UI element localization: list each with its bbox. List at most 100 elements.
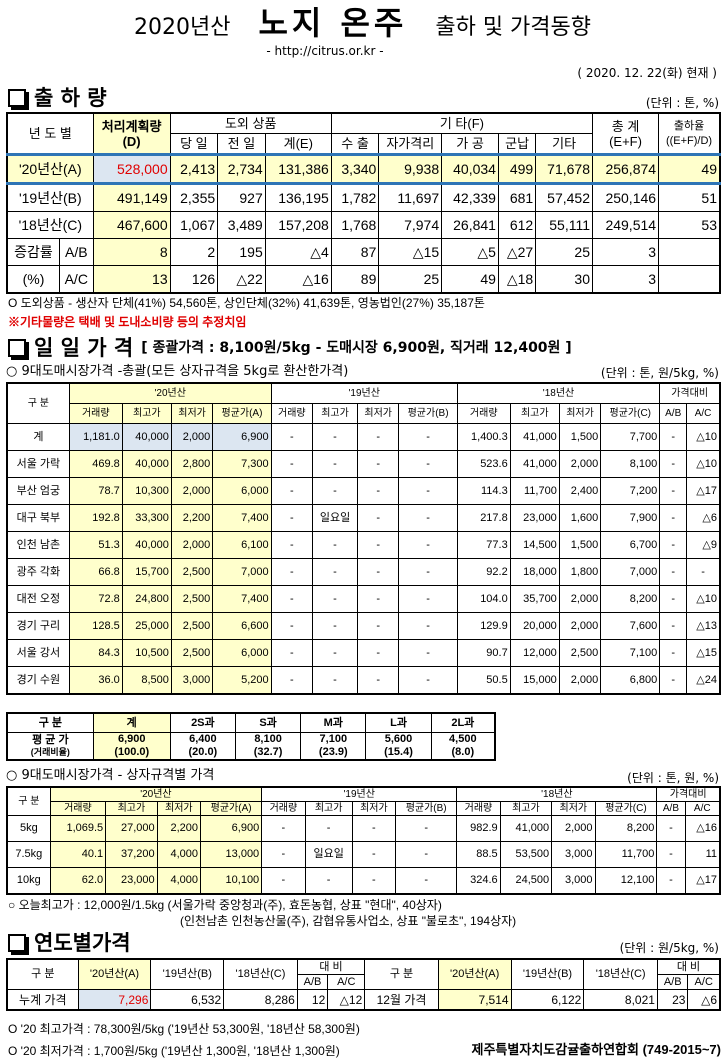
table-cell: 2,000 [558,666,602,695]
table-cell: 24,500 [499,867,553,895]
table-cell: 11,700 [594,841,658,868]
table-cell: 누계 가격 [6,989,79,1011]
table-cell: 41,000 [499,815,553,842]
table-cell: - [659,666,688,695]
table-cell: 당 일 [169,133,219,155]
table-cell: 최고가 [304,801,353,816]
table-cell: A/C [58,265,94,294]
table-cell: △15 [378,238,443,266]
table-cell: - [312,423,358,451]
table-cell: 8,021 [583,989,658,1011]
table-cell: 53 [658,211,721,239]
table-cell: 구 분 [6,712,94,733]
table-row: 10kg 62.0 23,000 4,000 10,100- - - -324.6 24,500… [6,867,721,895]
table-cell: - [261,841,306,868]
table-cell: 66.8 [68,558,123,586]
table-cell: 최저가 [551,801,596,816]
table-cell: 거래량 [270,403,314,424]
table-row: 서울 가락 469.8 40,000 2,800 7,300- - - -523.6 41,00… [6,450,721,478]
table-cell: 최저가 [170,403,214,424]
avg-price: 8,100 [254,733,282,745]
shipment-unit: (단위 : 톤, %) [645,96,719,110]
table-cell: 2,000 [170,423,214,451]
daily-unit: (단위 : 톤, 원/5kg, %) [600,366,719,380]
table-cell: - [398,612,458,640]
table-cell: - [398,423,458,451]
table-cell: 324.6 [456,867,501,895]
table-cell: △24 [686,666,721,695]
table-cell: 거래량 [68,403,123,424]
table-cell: 8 [92,238,171,266]
table-cell: 6,900 (100.0) [92,732,171,761]
table-cell: 6,400 (20.0) [169,732,236,761]
table-cell: 27,000 [105,815,158,842]
table-cell: - [356,450,400,478]
table-cell: - [356,666,400,695]
table-cell: '20년산 [68,382,272,404]
table-cell: 2L과 [430,712,496,733]
table-cell: 499 [497,154,537,184]
table-cell: - [270,423,314,451]
table-cell: 3,000 [170,666,214,695]
table-cell: 7,600 [600,612,661,640]
organization-name: 제주특별자치도감귤출하연합회 (749-2015~7) [471,1042,721,1057]
table-cell: 수 출 [330,133,380,155]
table-cell: 136,195 [264,183,332,212]
table-cell: 40.1 [49,841,107,868]
table-cell: 최고가 [509,403,560,424]
header-cell: 년 도 별 [6,112,94,155]
table-cell: 49 [658,154,721,184]
table-cell: - [395,867,458,895]
table-cell: - [351,841,397,868]
table-cell: 15,700 [121,558,172,586]
table-cell: - [270,666,314,695]
table-cell: 6,800 [600,666,661,695]
table-cell: △10 [686,450,721,478]
table-cell: 53,500 [499,841,553,868]
table-cell: 114.3 [456,477,511,505]
table-cell: 8,200 [600,585,661,613]
table-cell: 104.0 [456,585,511,613]
table-row: '19년산(B) 491,149 2,355 927 136,195 1,782 11,69… [6,183,721,212]
table-row: '20년산(A) 528,000 2,413 2,734 131,386 3,340 9,9… [6,154,721,184]
table-cell: 6,000 [212,639,272,667]
table-cell: 평균가(B) [395,801,458,816]
table-cell: 12 [296,989,329,1011]
table-cell: 681 [497,183,537,212]
table-cell: 가격대비 [656,786,721,802]
table-cell: - [659,450,688,478]
table-cell: - [398,639,458,667]
section-shipment-title: 출 하 량 [8,86,107,110]
table-row: 거래량 최고가 최저가 평균가(A) 거래량 최고가 최저가 평균가(B) 거래량 최고가 최저가 평… [7,403,721,424]
table-cell: 거래량 [456,403,511,424]
table-cell: - [270,558,314,586]
table-cell: - [398,666,458,695]
table-cell: 3,000 [551,841,596,868]
section-label: 연도별가격 [34,931,131,955]
table-row: 구 분 '20년산 '19년산 '18년산 가격대비 [6,382,721,424]
table-cell: 가 공 [441,133,499,155]
table-cell: 469.8 [68,450,123,478]
site-url: - http://citrus.or.kr - [266,44,384,58]
avg-price: 6,400 [189,733,217,745]
table-cell: - [351,867,397,895]
table-cell [658,238,721,266]
table-cell: - [656,867,686,895]
table-cell: 평 균 가 (거래비율) [6,732,94,761]
table-cell: 거래량 [261,801,306,816]
table-cell: A/C [684,801,721,816]
table-cell: 최고가 [105,801,158,816]
table-cell: - [398,477,458,505]
section-label: 일 일 가 격 [34,336,134,360]
table-cell: 2,000 [558,585,602,613]
table-row: 경기 수원 36.0 8,500 3,000 5,200- - - -50.5 15,000 2,… [6,666,721,695]
table-cell: 24,800 [121,585,172,613]
table-cell: 일요일 [304,841,353,868]
annual-unit: (단위 : 원/5kg, %) [619,941,719,955]
table-cell: 18,000 [509,558,560,586]
table-cell: 195 [217,238,266,266]
table-cell: 7,900 [600,504,661,532]
trade-ratio: (32.7) [253,746,283,758]
table-cell: 2,500 [170,585,214,613]
table-cell: 자가격리 [378,133,443,155]
